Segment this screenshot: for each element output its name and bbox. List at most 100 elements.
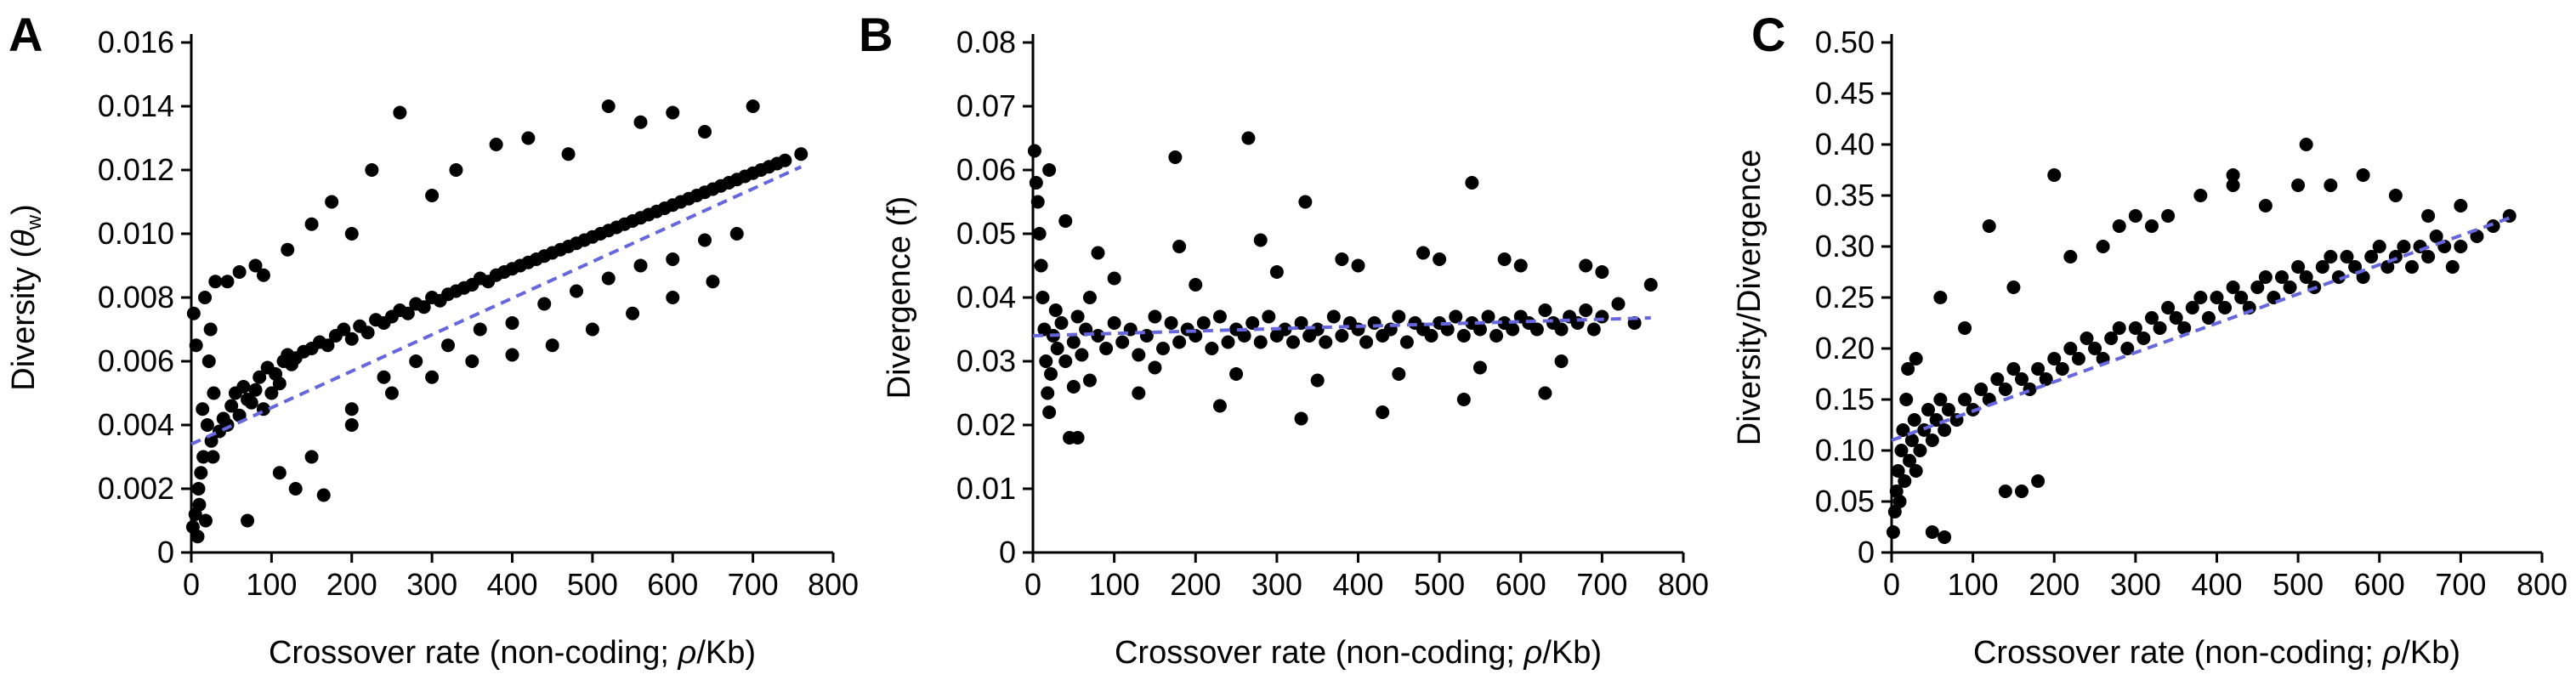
panel-c-data-point — [2039, 372, 2053, 386]
panel-a-data-point — [746, 99, 760, 113]
panel-b-data-point — [1042, 163, 1057, 177]
panel-b-data-point — [1070, 309, 1085, 324]
panel-c-y-tick-label: 0 — [1858, 535, 1875, 570]
panel-a-data-point — [206, 450, 220, 464]
panel-a-x-tick-label: 400 — [486, 567, 537, 602]
panel-a-data-point — [409, 354, 423, 368]
panel-c-data-point — [2120, 342, 2135, 355]
panel-b-data-point — [1054, 316, 1069, 330]
panel-b-data-point — [1643, 278, 1658, 292]
panel-a-data-point — [360, 326, 375, 340]
panel-b-y-tick-label: 0.06 — [956, 152, 1016, 187]
panel-a-data-point — [256, 268, 270, 282]
panel-b-data-point — [1579, 303, 1593, 317]
panel-c-data-point — [1887, 505, 1902, 518]
panel-a-data-point — [393, 105, 407, 120]
panel-c-data-point — [1903, 454, 1917, 468]
panel-c-data-point — [2486, 219, 2500, 233]
panel-c-data-point — [2421, 209, 2436, 223]
panel-b-data-point — [1472, 360, 1487, 375]
panel-b-data-point — [1611, 297, 1626, 311]
panel-b-data-point — [1440, 322, 1455, 337]
panel-a-data-point — [337, 322, 351, 337]
panel-b-trendline — [1032, 316, 1651, 337]
y-axis-title-part: Divergence (f) — [882, 196, 917, 400]
panel-b-data-point — [1326, 309, 1341, 324]
panel-a-x-axis-title: Crossover rate (non-coding; ρ/Kb) — [269, 635, 756, 671]
panel-c-data-point — [1958, 321, 1972, 335]
panel-c-y-tick-label: 0.35 — [1815, 178, 1875, 212]
panel-c-data-point — [1974, 382, 1989, 396]
panel-c-data-point — [2454, 199, 2468, 212]
panel-c-data-point — [2080, 332, 2094, 345]
panel-c-data-point — [2015, 484, 2028, 498]
panel-a-y-tick-label: 0.016 — [98, 25, 174, 60]
panel-a-data-point — [489, 138, 503, 151]
panel-b-data-point — [1294, 411, 1308, 426]
panel-a-data-point — [236, 380, 251, 394]
panel-a-data-point — [248, 382, 263, 397]
panel-a-data-point — [465, 354, 479, 368]
panel-b-y-tick-label: 0.01 — [956, 471, 1016, 506]
panel-b-data-point — [1595, 309, 1609, 324]
panel-c-data-point — [2031, 362, 2045, 376]
panel-c-data-point — [2047, 352, 2062, 366]
panel-a-x-tick-label: 600 — [647, 567, 698, 602]
panel-c-data-point — [2283, 280, 2297, 294]
panel-b-data-point — [1099, 342, 1114, 355]
panel-b-data-point — [1335, 252, 1349, 266]
panel-b-data-point — [1148, 360, 1162, 375]
panel-b-data-point — [1168, 150, 1183, 164]
panel-b-x-tick-label: 200 — [1170, 567, 1221, 602]
panel-a-data-point — [232, 265, 247, 279]
panel-b-chart: B 0 100 200 300 400 500 600 700 800 0 0.01 0.02 0.03 0… — [859, 8, 1709, 671]
panel-b-x-tick-label: 400 — [1332, 567, 1383, 602]
panel-b-data-point — [1513, 258, 1528, 273]
panel-c-data-point — [2324, 250, 2338, 264]
panel-b-data-point — [1196, 316, 1211, 330]
panel-b-data-point — [1115, 335, 1130, 349]
panel-c-data-point — [2096, 240, 2110, 253]
panel-a-data-point — [425, 370, 440, 384]
panel-c-y-tick-label: 0.25 — [1815, 280, 1875, 314]
panel-c-y-tick-label: 0.45 — [1815, 76, 1875, 110]
panel-a-data-point — [252, 370, 267, 384]
panel-b-data-point — [1082, 373, 1097, 388]
panel-c-data-point — [2063, 342, 2078, 355]
panel-c-data-point — [1889, 484, 1904, 498]
panel-c-data-point — [2258, 199, 2272, 212]
panel-b-y-tick-label: 0 — [999, 535, 1016, 570]
panel-b-data-point — [1241, 131, 1256, 145]
panel-b-y-tick-label: 0.04 — [956, 280, 1016, 314]
panel-c-data-point — [2071, 352, 2085, 366]
panel-b-data-point — [1286, 335, 1300, 349]
panel-a-data-point — [207, 386, 221, 400]
panel-c-data-point — [2291, 260, 2306, 274]
panel-b-data-point — [1212, 309, 1227, 324]
panel-b-data-point — [1465, 176, 1479, 190]
panel-c-data-point — [1886, 525, 1900, 539]
panel-a-x-tick-label: 100 — [246, 567, 297, 602]
panel-b-data-point — [1392, 309, 1406, 324]
x-axis-title-part: /Kb) — [2401, 635, 2460, 671]
panel-b-data-point — [1554, 354, 1569, 368]
panel-b-data-point — [1529, 322, 1544, 337]
panel-c-data-point — [1891, 464, 1905, 478]
panel-c-data-point — [1896, 423, 1910, 437]
panel-b-data-point — [1433, 252, 1447, 266]
y-axis-title-theta: θ — [6, 230, 42, 247]
panel-a-data-point — [706, 275, 720, 289]
panel-c-data-point — [2112, 321, 2126, 335]
panel-c-x-tick-label: 400 — [2191, 567, 2242, 602]
panel-a-data-point — [537, 297, 552, 311]
panel-c-data-point — [1892, 495, 1907, 508]
panel-b-data-point — [1489, 329, 1504, 343]
panel-b-y-tick-label: 0.07 — [956, 88, 1016, 123]
panel-a-data-point — [666, 252, 680, 266]
y-axis-title-subscript: w — [23, 214, 46, 230]
panel-a-data-point — [545, 338, 559, 353]
panel-b-data-point — [1278, 322, 1292, 337]
panel-c-data-point — [2380, 260, 2395, 274]
panel-c-data-point — [2112, 219, 2126, 233]
panel-c-data-point — [2185, 301, 2199, 314]
